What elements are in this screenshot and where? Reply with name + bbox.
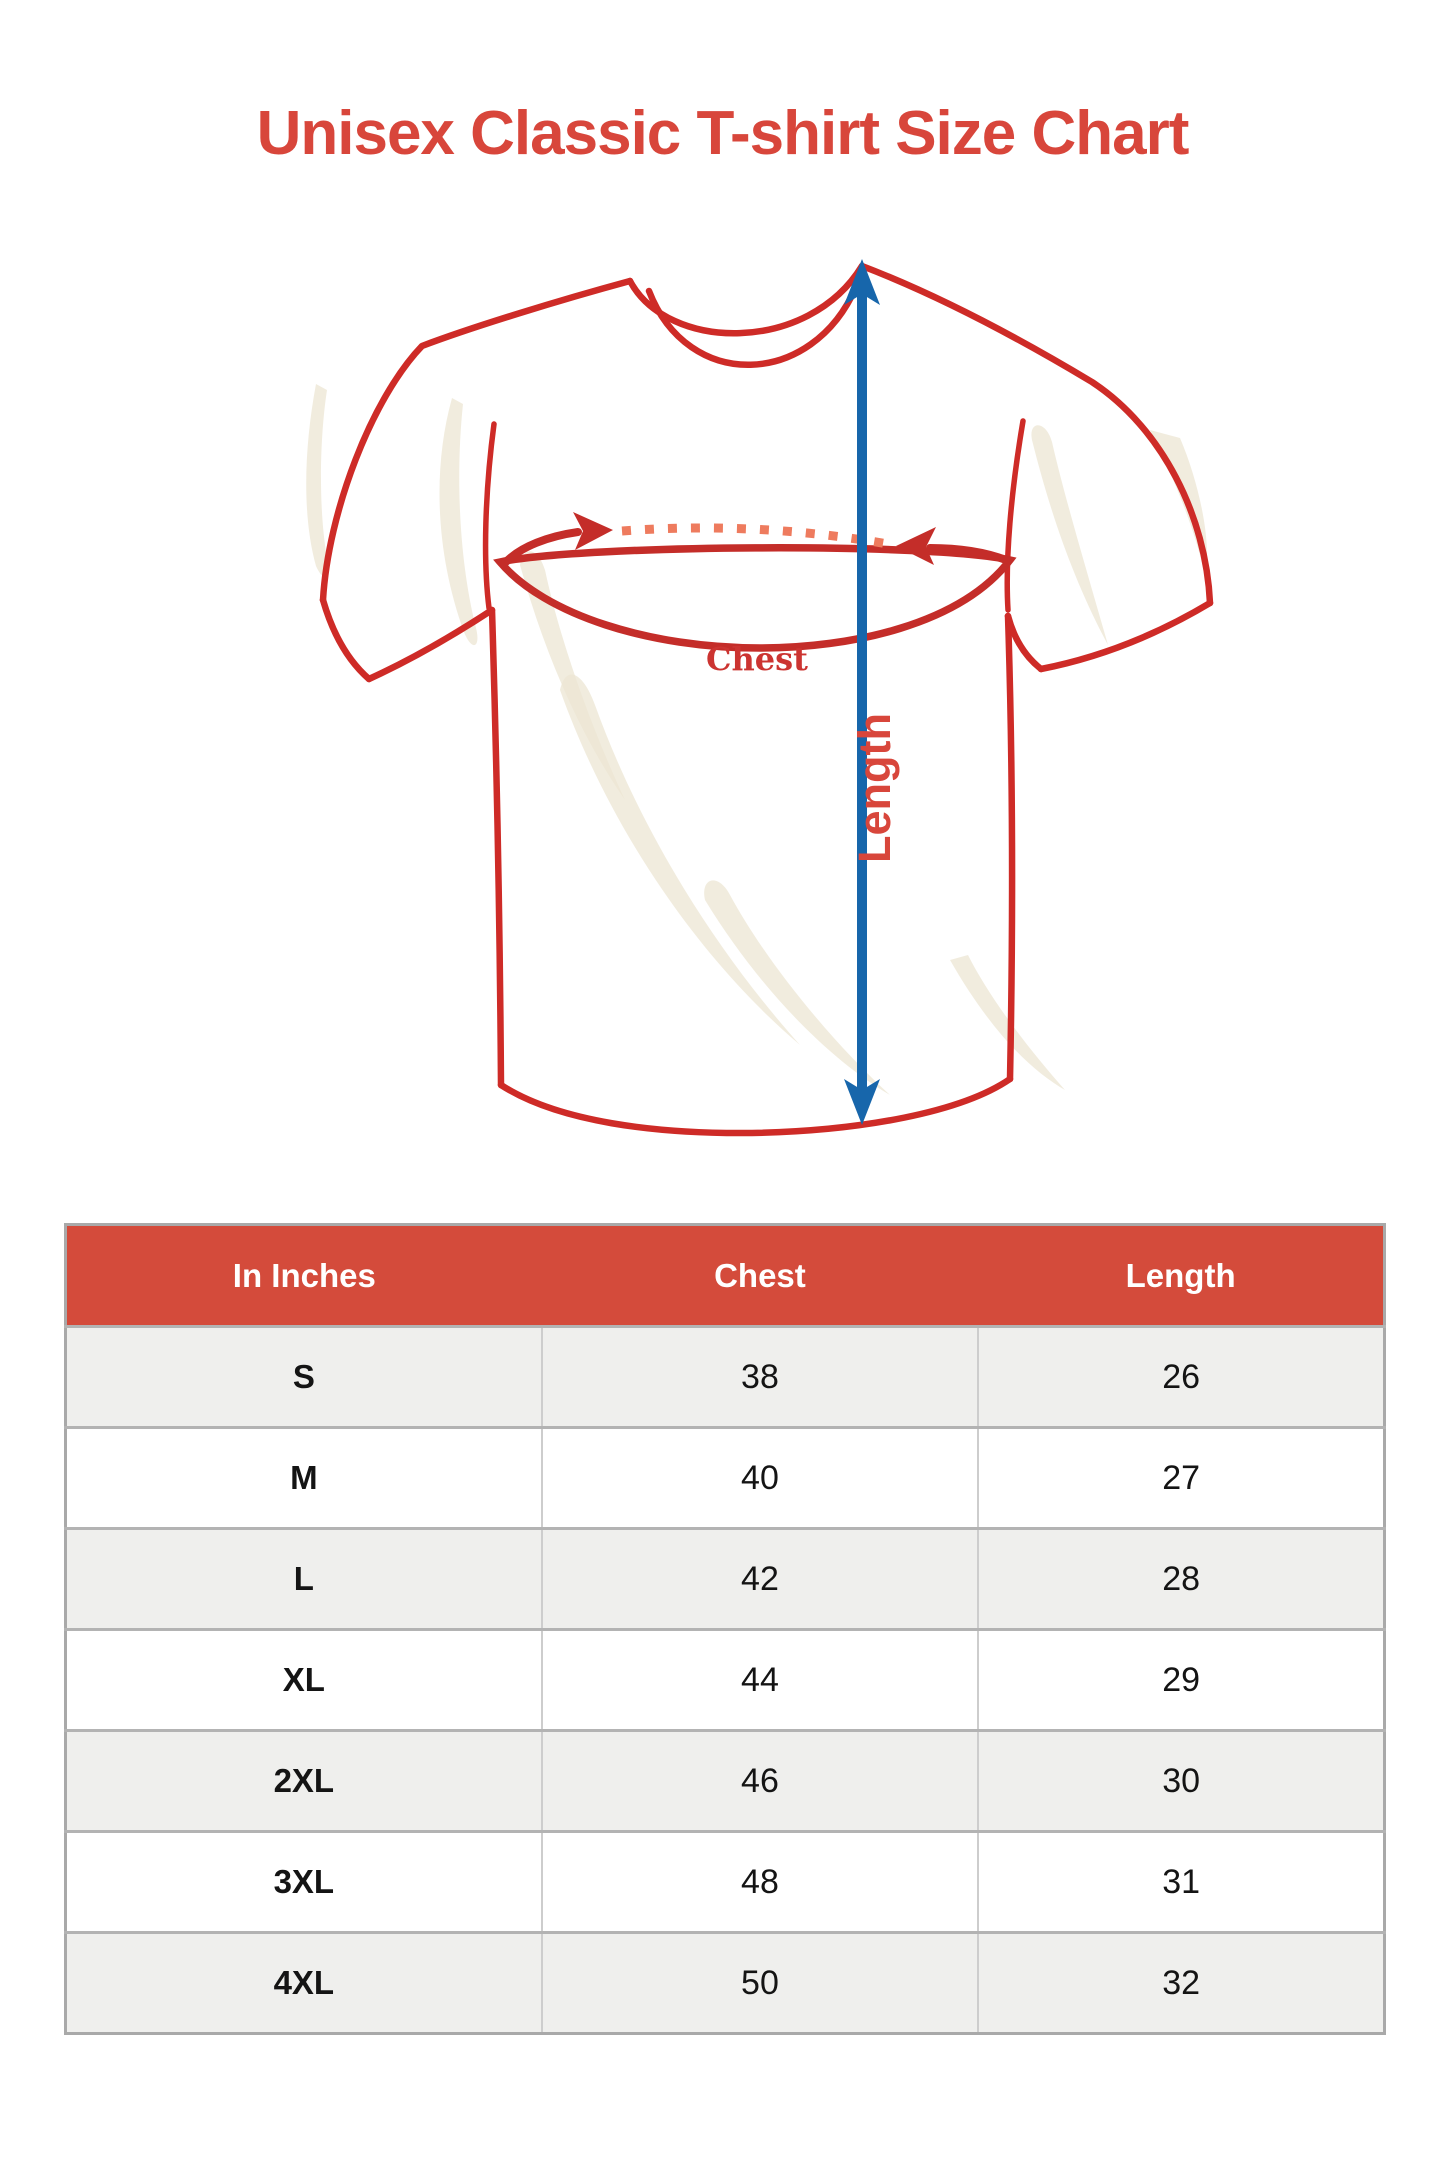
- right-sleeve-hem-line: [1037, 599, 1214, 673]
- size-cell: S: [65, 1325, 542, 1428]
- chest-cell: 46: [540, 1729, 979, 1832]
- table-row: L 42 28: [65, 1527, 1385, 1630]
- size-table-body: S 38 26 M 40 27 L 42 28 XL 44 29 2XL 46 30 3XL 48 31 4XL 50…: [65, 1325, 1385, 2034]
- length-cell: 31: [977, 1830, 1385, 1933]
- collar-outer-line: [626, 262, 866, 337]
- right-underarm-line: [1004, 612, 1045, 673]
- chest-cell: 42: [540, 1527, 979, 1630]
- table-row: XL 44 29: [65, 1628, 1385, 1731]
- length-arrow: [844, 259, 880, 1125]
- tshirt-diagram: Chest Length: [306, 259, 1214, 1137]
- length-measure-label: Length: [849, 713, 900, 863]
- chest-cell: 40: [540, 1426, 979, 1529]
- chest-measure-loop: [493, 544, 1017, 652]
- chest-measurement: [493, 512, 1017, 652]
- table-row: M 40 27: [65, 1426, 1385, 1529]
- left-sleeve-hem-line: [319, 596, 373, 683]
- right-body-line: [1004, 612, 1016, 1083]
- chest-cell: 50: [540, 1931, 979, 2034]
- table-row: 3XL 48 31: [65, 1830, 1385, 1933]
- length-cell: 26: [977, 1325, 1385, 1428]
- column-header-size: In Inches: [65, 1224, 542, 1327]
- column-header-chest: Chest: [541, 1224, 979, 1327]
- table-row: S 38 26: [65, 1325, 1385, 1428]
- length-cell: 32: [977, 1931, 1385, 2034]
- column-header-length: Length: [978, 1224, 1385, 1327]
- page-title: Unisex Classic T-shirt Size Chart: [256, 99, 1190, 168]
- chest-cell: 48: [540, 1830, 979, 1933]
- table-row: 4XL 50 32: [65, 1931, 1385, 2034]
- size-table-header: In Inches Chest Length: [65, 1224, 1385, 1327]
- chest-arrow-right-head: [896, 527, 936, 565]
- length-arrow-bottom-head: [844, 1079, 880, 1125]
- size-cell: 4XL: [65, 1931, 542, 2034]
- right-shoulder-sleeve-line: [858, 262, 1214, 607]
- chest-cell: 44: [540, 1628, 979, 1731]
- size-table: In Inches Chest Length S 38 26 M 40 27 L 42 28 XL…: [64, 1223, 1386, 2035]
- size-cell: M: [65, 1426, 542, 1529]
- size-cell: XL: [65, 1628, 542, 1731]
- size-cell: 2XL: [65, 1729, 542, 1832]
- tshirt-shading: [306, 384, 1208, 1095]
- length-cell: 27: [977, 1426, 1385, 1529]
- chest-arrow-left-shaft: [500, 528, 582, 568]
- length-cell: 29: [977, 1628, 1385, 1731]
- chest-arrow-right-shaft: [926, 544, 1010, 564]
- left-armhole-seam: [482, 421, 497, 611]
- size-cell: 3XL: [65, 1830, 542, 1933]
- length-cell: 28: [977, 1527, 1385, 1630]
- chest-measure-label: Chest: [706, 640, 808, 678]
- length-arrow-top-head: [844, 259, 880, 305]
- tshirt-outline: [319, 262, 1214, 1137]
- collar-inner-line: [645, 283, 860, 368]
- chest-arrow-left-head: [573, 512, 613, 550]
- bottom-hem-line: [497, 1075, 1014, 1137]
- chest-dotted-line: [621, 523, 889, 549]
- header-row: In Inches Chest Length: [65, 1224, 1385, 1327]
- left-underarm-line: [365, 606, 496, 683]
- chest-cell: 38: [540, 1325, 979, 1428]
- left-body-line: [488, 606, 505, 1089]
- length-cell: 30: [977, 1729, 1385, 1832]
- right-armhole-seam: [1004, 418, 1026, 613]
- size-cell: L: [65, 1527, 542, 1630]
- table-row: 2XL 46 30: [65, 1729, 1385, 1832]
- left-shoulder-sleeve-line: [319, 277, 634, 604]
